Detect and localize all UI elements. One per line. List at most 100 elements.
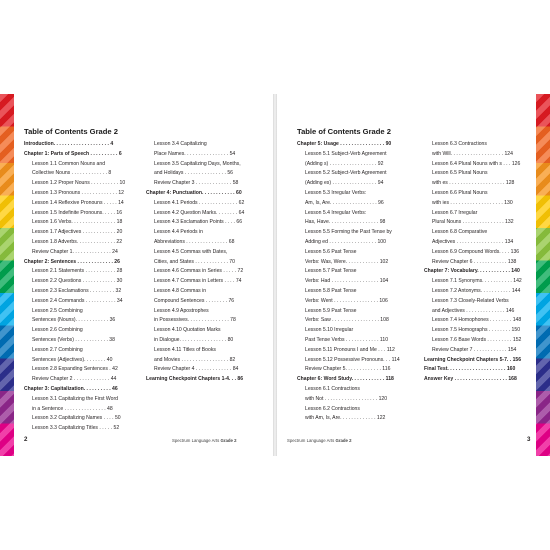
toc-heading-entry: Introduction. . . . . . . . . . . . . . …	[24, 141, 114, 147]
toc-entry: Lesson 3.2 Capitalizing Names . . . . 50	[32, 415, 121, 422]
toc-entry: Review Chapter 2 . . . . . . . . . . . .…	[32, 376, 117, 383]
toc-entry: with ies . . . . . . . . . . . . . . . .…	[432, 199, 513, 206]
toc-heading-entry: Chapter 3: Capitalization. . . . . . . .…	[24, 385, 118, 392]
toc-column-right-2: Lesson 6.3 Contractions with Will. . . . …	[424, 140, 534, 385]
toc-entry: Lesson 1.6 Verbs. . . . . . . . . . . . …	[32, 219, 123, 226]
toc-entry: Lesson 6.4 Plural Nouns with s . . . 126	[432, 160, 521, 167]
toc-entry: Verbs: Saw . . . . . . . . . . . . . . .…	[305, 317, 389, 324]
footer-series: Spectrum Language Arts	[287, 438, 335, 443]
toc-entry: in a Sentence . . . . . . . . . . . . . …	[32, 405, 113, 412]
footer-grade: Grade 2	[335, 438, 352, 443]
toc-entry: Adding ed . . . . . . . . . . . . . . . …	[305, 238, 386, 245]
toc-entry: and Holidays . . . . . . . . . . . . . .…	[154, 170, 233, 177]
toc-entry: (Adding s) . . . . . . . . . . . . . . .…	[305, 160, 384, 167]
page-footer: Spectrum Language Arts Grade 2	[287, 438, 352, 443]
toc-heading-entry: Learning Checkpoint Chapters 1-4. . . 86	[146, 376, 244, 383]
toc-entry: Lesson 1.2 Proper Nouns . . . . . . . . …	[32, 180, 126, 187]
toc-column-right-1: Chapter 5: Usage . . . . . . . . . . . .…	[297, 140, 407, 424]
toc-entry: Has, Have. . . . . . . . . . . . . . . .…	[305, 219, 386, 226]
toc-entry: Lesson 2.7 Combining	[32, 346, 83, 353]
toc-entry: Lesson 5.1 Subject-Verb Agreement	[305, 150, 387, 157]
toc-heading-entry: Chapter 1: Parts of Speech . . . . . . .…	[24, 150, 122, 157]
page-footer: Spectrum Language Arts Grade 2	[172, 438, 237, 443]
toc-heading-entry: Learning Checkpoint Chapters 5-7. . 156	[424, 356, 522, 363]
toc-entry: and Adjectives . . . . . . . . . . . . .…	[432, 307, 515, 314]
toc-entry: Lesson 5.8 Past Tense	[305, 287, 357, 294]
toc-entry: Lesson 4.6 Commas in Series . . . . . 72	[154, 268, 244, 275]
toc-entry: Lesson 4.10 Quotation Marks	[154, 327, 221, 334]
toc-entry: Lesson 7.2 Antonyms. . . . . . . . . . .…	[432, 287, 521, 294]
toc-entry: Lesson 1.3 Pronouns . . . . . . . . . . …	[32, 189, 125, 196]
toc-entry: Sentences (Adjectives). . . . . . . . 40	[32, 356, 113, 363]
toc-entry: Lesson 3.5 Capitalizing Days, Months,	[154, 160, 241, 167]
toc-entry: Lesson 6.9 Compound Words. . . . 136	[432, 248, 520, 255]
toc-entry: Past Tense Verbs . . . . . . . . . . . .…	[305, 336, 389, 343]
toc-entry: Lesson 5.2 Subject-Verb Agreement	[305, 170, 387, 177]
toc-entry: Lesson 6.1 Contractions	[305, 385, 360, 392]
toc-entry: Compound Sentences . . . . . . . . 76	[154, 297, 235, 304]
toc-entry: Lesson 4.7 Commas in Letters . . . . 74	[154, 278, 242, 285]
toc-entry: Lesson 3.4 Capitalizing	[154, 141, 207, 147]
toc-entry: Lesson 2.6 Combining	[32, 327, 83, 334]
toc-entry: Review Chapter 5. . . . . . . . . . . . …	[305, 366, 391, 373]
toc-entry: Lesson 7.1 Synonyms. . . . . . . . . . .…	[432, 278, 522, 285]
toc-heading-entry: Final Test. . . . . . . . . . . . . . . …	[424, 366, 516, 373]
toc-entry: Lesson 1.8 Adverbs. . . . . . . . . . . …	[32, 238, 123, 245]
toc-entry: in Possessives. . . . . . . . . . . . . …	[154, 317, 236, 324]
toc-entry: Lesson 2.2 Questions . . . . . . . . . .…	[32, 278, 123, 285]
toc-entry: Lesson 4.4 Periods in	[154, 229, 203, 236]
toc-entry: Place Names. . . . . . . . . . . . . . .…	[154, 150, 236, 157]
toc-entry: in Dialogue. . . . . . . . . . . . . . .…	[154, 336, 234, 343]
toc-entry: Lesson 6.7 Irregular	[432, 209, 478, 216]
toc-entry: Lesson 1.4 Reflexive Pronouns . . . . . …	[32, 199, 124, 206]
toc-entry: and Movies . . . . . . . . . . . . . . .…	[154, 356, 236, 363]
toc-entry: Collective Nouns . . . . . . . . . . . .…	[32, 170, 112, 177]
toc-entry: Lesson 6.3 Contractions	[432, 141, 487, 147]
toc-entry: with Will. . . . . . . . . . . . . . . .…	[432, 150, 513, 157]
toc-entry: Lesson 6.6 Plural Nouns	[432, 189, 488, 196]
toc-entry: with es . . . . . . . . . . . . . . . . …	[432, 180, 515, 187]
toc-entry: Lesson 5.6 Past Tense	[305, 248, 357, 255]
toc-entry: Lesson 7.6 Base Words . . . . . . . . . …	[432, 336, 522, 343]
toc-entry: Lesson 4.3 Exclamation Points . . . . 66	[154, 219, 243, 226]
toc-entry: Lesson 7.4 Homophones . . . . . . . . 14…	[432, 317, 522, 324]
toc-entry: Lesson 3.3 Capitalizing Titles . . . . .…	[32, 425, 120, 432]
toc-entry: Verbs: Went . . . . . . . . . . . . . . …	[305, 297, 388, 304]
toc-entry: Verbs: Had . . . . . . . . . . . . . . .…	[305, 278, 389, 285]
toc-entry: Lesson 4.2 Question Marks. . . . . . . .…	[154, 209, 245, 216]
toc-entry: Verbs: Was, Were. . . . . . . . . . . . …	[305, 258, 389, 265]
color-band-right	[536, 94, 550, 456]
toc-column-left-1: Introduction. . . . . . . . . . . . . . …	[24, 140, 134, 434]
toc-entry: Review Chapter 6 . . . . . . . . . . . .…	[432, 258, 517, 265]
toc-entry: with Not . . . . . . . . . . . . . . . .…	[305, 395, 388, 402]
toc-entry: Lesson 5.7 Past Tense	[305, 268, 357, 275]
toc-entry: Review Chapter 7 . . . . . . . . . . . .…	[432, 346, 517, 353]
toc-heading-entry: Chapter 7: Vocabulary. . . . . . . . . .…	[424, 268, 520, 275]
left-page: Table of Contents Grade 2 Introduction. …	[0, 94, 273, 456]
toc-entry: Lesson 4.1 Periods . . . . . . . . . . .…	[154, 199, 245, 206]
toc-entry: Sentences (Verbs) . . . . . . . . . . . …	[32, 336, 115, 343]
toc-entry: Lesson 5.4 Irregular Verbs:	[305, 209, 367, 216]
toc-heading-entry: Chapter 6: Word Study. . . . . . . . . .…	[297, 376, 394, 383]
toc-entry: Lesson 5.12 Possessive Pronouns. . . 114	[305, 356, 400, 363]
page-number: 2	[24, 436, 28, 443]
toc-entry: Review Chapter 1. . . . . . . . . . . . …	[32, 248, 118, 255]
toc-entry: Abbreviations . . . . . . . . . . . . . …	[154, 238, 235, 245]
page-title: Table of Contents Grade 2	[297, 127, 391, 136]
toc-entry: Lesson 1.1 Common Nouns and	[32, 160, 106, 167]
footer-series: Spectrum Language Arts	[172, 438, 220, 443]
toc-entry: Lesson 1.5 Indefinite Pronouns. . . . . …	[32, 209, 123, 216]
toc-entry: Lesson 7.3 Closely-Related Verbs	[432, 297, 509, 304]
toc-entry: Lesson 4.9 Apostrophes	[154, 307, 209, 314]
toc-entry: Lesson 2.5 Combining	[32, 307, 83, 314]
toc-entry: Lesson 6.2 Contractions	[305, 405, 360, 412]
footer-grade: Grade 2	[220, 438, 237, 443]
toc-entry: Lesson 5.9 Past Tense	[305, 307, 357, 314]
toc-heading-entry: Answer Key . . . . . . . . . . . . . . .…	[424, 376, 517, 383]
toc-entry: Cities, and States . . . . . . . . . . .…	[154, 258, 235, 265]
toc-entry: Lesson 5.3 Irregular Verbs:	[305, 189, 367, 196]
toc-entry: Lesson 2.3 Exclamations . . . . . . . . …	[32, 287, 122, 294]
toc-entry: Lesson 5.5 Forming the Past Tense by	[305, 229, 392, 236]
toc-entry: with Am, Is, Are. . . . . . . . . . . . …	[305, 415, 386, 422]
toc-entry: (Adding es) . . . . . . . . . . . . . . …	[305, 180, 384, 187]
